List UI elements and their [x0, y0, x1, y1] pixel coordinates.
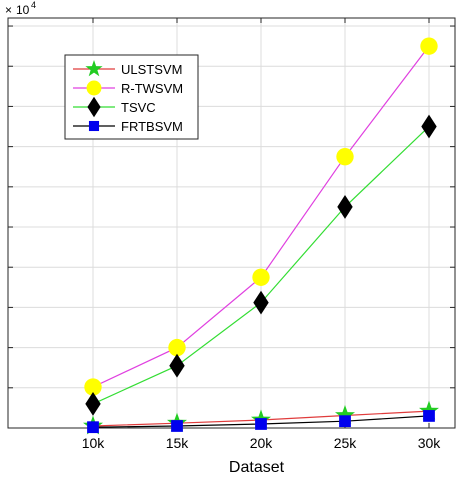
marker-circle — [336, 147, 354, 166]
legend-entry: ULSTSVM — [73, 60, 182, 77]
series-frtbsvm — [87, 410, 435, 434]
legend-label: FRTBSVM — [121, 119, 183, 134]
marker-circle — [86, 80, 102, 96]
x-tick-label: 30k — [418, 435, 442, 451]
marker-square — [87, 421, 99, 434]
y-axis-exponent-power: 4 — [31, 0, 36, 10]
legend-entry: FRTBSVM — [73, 119, 183, 134]
marker-square — [255, 418, 267, 430]
marker-square — [423, 410, 435, 422]
marker-diamond — [169, 353, 185, 378]
legend-entry: R-TWSVM — [73, 80, 183, 96]
legend-label: ULSTSVM — [121, 62, 182, 77]
x-tick-label: 10k — [82, 435, 106, 451]
y-axis-exponent-base: 10 — [16, 3, 30, 17]
marker-diamond — [85, 391, 101, 416]
legend-label: R-TWSVM — [121, 81, 183, 96]
marker-square — [88, 120, 100, 132]
x-tick-label: 25k — [334, 435, 358, 451]
series-r-twsvm — [84, 37, 438, 396]
marker-circle — [168, 338, 186, 357]
series-tsvc — [85, 114, 437, 416]
marker-star — [85, 60, 103, 77]
legend-box — [64, 54, 199, 140]
legend-label: TSVC — [121, 100, 156, 115]
marker-circle — [420, 37, 438, 55]
marker-diamond — [337, 195, 353, 219]
ticks: 10k 15k 20k 25k 30k — [8, 18, 455, 451]
marker-circle — [84, 378, 102, 396]
marker-circle — [252, 268, 270, 286]
legend-entry: TSVC — [73, 96, 156, 118]
x-tick-label: 20k — [250, 435, 274, 451]
series — [83, 37, 439, 435]
axes-box — [7, 17, 456, 429]
marker-square — [171, 420, 183, 432]
x-axis-label: Dataset — [229, 459, 285, 474]
marker-star — [335, 405, 355, 424]
marker-diamond — [87, 96, 101, 118]
y-axis-exponent-times: × — [5, 3, 12, 17]
marker-diamond — [253, 290, 269, 315]
marker-square — [339, 415, 351, 428]
legend: ULSTSVM R-TWSVM TSVC FRTBSVM — [64, 54, 199, 140]
marker-diamond — [421, 114, 437, 139]
x-tick-label: 15k — [166, 435, 190, 451]
